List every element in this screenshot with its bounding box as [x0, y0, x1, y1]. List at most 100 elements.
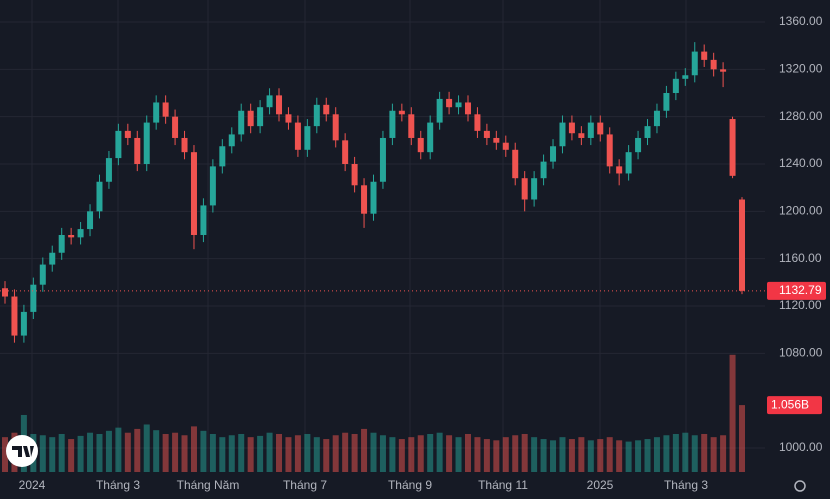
candle-body: [502, 142, 509, 150]
last-volume-box: [767, 396, 822, 415]
candle-body: [483, 130, 490, 138]
volume-bar: [436, 432, 443, 472]
volume-bar: [332, 435, 339, 472]
volume-bar: [701, 433, 708, 472]
volume-bar: [209, 433, 216, 472]
last-price-label: 1132.79: [779, 283, 822, 297]
volume-bar: [568, 439, 575, 472]
x-tick-label: 2024: [19, 478, 46, 492]
candle-body: [531, 178, 538, 200]
volume-bar: [2, 437, 8, 472]
candle-body: [219, 146, 226, 167]
volume-bar: [172, 432, 179, 472]
volume-bar: [143, 424, 150, 472]
volume-bar: [257, 435, 264, 472]
logo-mark: [12, 446, 34, 457]
candle-body: [20, 311, 27, 336]
volume-bar: [578, 437, 585, 472]
volume-bar: [512, 435, 519, 472]
y-tick-label: 1360.00: [779, 14, 823, 28]
volume-bar: [181, 435, 188, 472]
candle-body: [691, 51, 698, 76]
volume-bar: [134, 428, 141, 472]
volume-bar: [710, 437, 717, 472]
candle-body: [39, 264, 46, 285]
candle-body: [124, 130, 131, 138]
last-volume-label: 1.056B: [771, 397, 809, 411]
volume-bar: [285, 437, 292, 472]
candle-body: [710, 59, 717, 70]
candle-body: [587, 122, 594, 138]
volume-bar: [455, 437, 462, 472]
x-tick-label: Tháng Năm: [177, 478, 240, 492]
candle-body: [663, 93, 670, 111]
candle-body: [672, 78, 679, 94]
volume-bar: [587, 440, 594, 472]
candle-body: [58, 234, 65, 253]
candle-body: [351, 163, 358, 186]
candle-body: [200, 205, 207, 235]
candle-body: [162, 102, 169, 117]
grid: [0, 0, 765, 472]
volume-bar: [493, 440, 500, 472]
candle-body: [625, 152, 632, 174]
candle-body: [446, 98, 453, 108]
candle-body: [417, 137, 424, 153]
x-tick-label: Tháng 7: [283, 478, 327, 492]
candle-body: [285, 114, 292, 123]
volume-bar: [720, 435, 727, 472]
candle-body: [521, 178, 528, 200]
volume-bar: [200, 430, 207, 472]
volume-bar: [323, 439, 330, 472]
volume-bar: [276, 433, 283, 472]
x-tick-label: Tháng 3: [664, 478, 708, 492]
candle-body: [493, 137, 500, 143]
settings-icon[interactable]: [794, 480, 806, 492]
candle-body: [115, 130, 122, 159]
volume-bar: [58, 433, 65, 472]
volume-bar: [597, 439, 604, 472]
candle-body: [266, 95, 273, 108]
candles: [2, 42, 745, 343]
y-tick-label: 1280.00: [779, 109, 823, 123]
candle-body: [644, 126, 651, 138]
candle-body: [464, 102, 471, 115]
volume-bar: [729, 354, 736, 472]
volume-bar: [266, 432, 273, 472]
volume-bar: [427, 433, 434, 472]
candle-body: [701, 51, 708, 60]
volume-bar: [521, 433, 528, 472]
candle-body: [228, 134, 235, 147]
candle-body: [653, 110, 660, 127]
volume-bar: [502, 437, 509, 472]
volume-bar: [417, 435, 424, 472]
candle-body: [720, 69, 727, 72]
candle-body: [616, 166, 623, 174]
y-tick-label: 1200.00: [779, 204, 823, 218]
volume-bar: [153, 430, 160, 472]
candle-body: [134, 137, 141, 164]
y-tick-label: 1120.00: [779, 298, 822, 312]
volume-bar: [540, 439, 547, 472]
candle-body: [257, 107, 264, 127]
volume-bar: [351, 433, 358, 472]
candle-body: [304, 126, 311, 150]
candle-body: [398, 110, 405, 115]
gear[interactable]: [794, 480, 806, 492]
volume-bar: [39, 435, 46, 472]
candle-body: [172, 116, 179, 138]
volume-bar: [361, 428, 368, 472]
candle-body: [276, 95, 283, 115]
x-tick-label: 2025: [587, 478, 614, 492]
volume-bar: [379, 435, 386, 472]
candle-body: [635, 137, 642, 153]
y-tick-label: 1240.00: [779, 156, 823, 170]
candle-body: [294, 122, 301, 150]
volume-bar: [653, 437, 660, 472]
candle-body: [540, 161, 547, 179]
x-tick-label: Tháng 9: [388, 478, 432, 492]
candle-body: [247, 110, 254, 127]
candle-body: [427, 122, 434, 153]
candle-body: [739, 199, 745, 291]
